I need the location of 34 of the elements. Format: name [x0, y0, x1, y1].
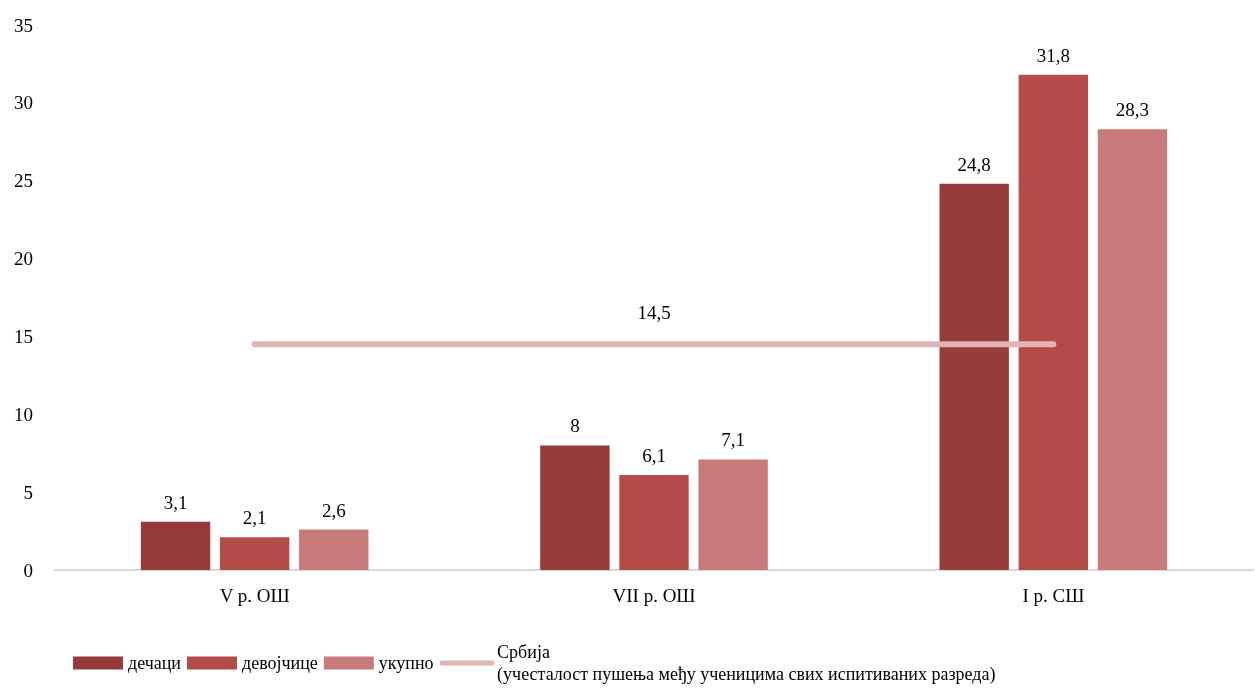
data-label: 28,3 [1115, 99, 1150, 121]
data-label: 14,5 [637, 302, 671, 324]
data-label: 2,1 [242, 507, 267, 529]
y-tick-label: 0 [23, 559, 33, 581]
data-label: 3,1 [163, 491, 188, 513]
bar [698, 459, 768, 570]
data-label: 6,1 [642, 445, 666, 467]
bar [939, 183, 1009, 570]
y-tick-label: 20 [14, 248, 33, 270]
bar [1018, 74, 1089, 570]
legend-label: дечаци [128, 653, 182, 673]
y-tick-label: 5 [23, 481, 33, 503]
bar [540, 445, 610, 570]
x-tick-label: I р. СШ [1022, 585, 1085, 606]
x-tick-label: V р. ОШ [219, 585, 290, 606]
data-label: 8 [570, 415, 580, 437]
y-tick-label: 10 [14, 403, 33, 425]
y-tick-label: 25 [14, 170, 33, 192]
data-label: 31,8 [1036, 44, 1070, 66]
y-tick-label: 30 [14, 92, 33, 114]
legend-label: Србија (учесталост пушења међу ученицима свих испитиваних разреда) [497, 642, 996, 685]
data-label: 2,6 [321, 499, 346, 521]
bar [219, 537, 290, 570]
y-tick-label: 15 [14, 325, 33, 347]
data-label: 7,1 [721, 429, 745, 451]
bar [299, 529, 369, 570]
legend-label: укупно [378, 653, 434, 673]
legend-label: девојчице [242, 653, 318, 673]
data-label: 24,8 [957, 153, 991, 175]
y-tick-label: 35 [14, 14, 33, 36]
bar [1097, 129, 1168, 570]
bar [140, 521, 211, 570]
bar [619, 475, 689, 570]
x-tick-label: VII р. ОШ [612, 585, 696, 606]
